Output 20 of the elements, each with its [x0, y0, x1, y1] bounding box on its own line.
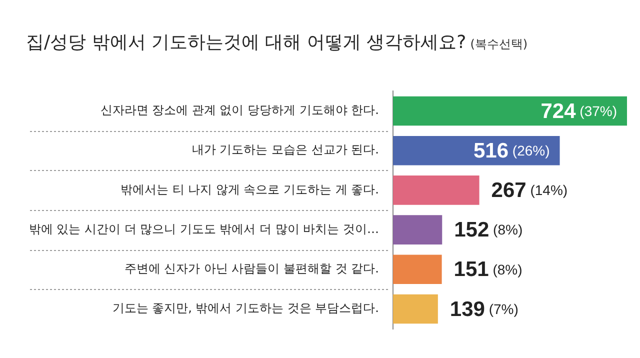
y-tick-label: 주변에 신자가 아닌 사람들이 불편해할 것 같다. [124, 262, 379, 276]
y-tick-label: 밖에 있는 시간이 더 많으니 기도도 밖에서 더 많이 바치는 것이… [28, 222, 379, 236]
bar [393, 176, 480, 205]
bar [393, 215, 442, 244]
bar [393, 294, 438, 324]
bar [393, 96, 627, 126]
text: 집/성당 밖에서 기도하는것에 대해 어떻게 생각하세요? [26, 32, 466, 53]
y-tick-label: 기도는 좋지만, 밖에서 기도하는 것은 부담스럽다. [112, 301, 379, 316]
y-tick-label: 밖에서는 티 나지 않게 속으로 기도하는 게 좋다. [120, 182, 379, 196]
data-label: 267 (14%) [491, 178, 568, 202]
y-tick-label: 신자라면 장소에 관계 없이 당당하게 기도해야 한다. [100, 103, 379, 118]
bar [393, 254, 442, 284]
data-label: 724 (37%) [540, 100, 617, 123]
data-label: 139 (7%) [450, 298, 518, 321]
y-tick-label: 내가 기도하는 모습은 선교가 된다. [192, 142, 379, 157]
chart-subtitle: (복수선택) [470, 37, 528, 51]
bar [393, 136, 560, 166]
data-label: 151 (8%) [454, 258, 522, 282]
data-label: 152 (8%) [454, 218, 523, 242]
data-label: 516 (26%) [474, 139, 550, 162]
